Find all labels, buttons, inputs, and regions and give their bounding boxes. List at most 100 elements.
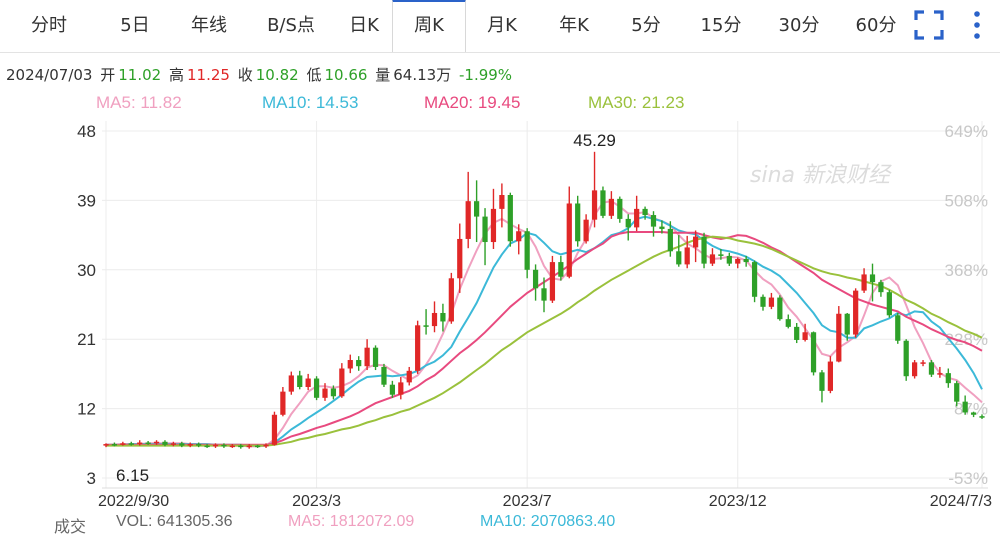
tab-year-line[interactable]: 年线 xyxy=(191,15,227,36)
candle-body xyxy=(381,366,387,385)
tab-daily-k[interactable]: 日K xyxy=(349,15,379,36)
candle-body xyxy=(507,195,513,242)
high-value: 11.25 xyxy=(187,66,230,84)
candle-up xyxy=(103,443,109,448)
candle-body xyxy=(709,254,716,264)
ma-legend: MA5: 11.82 MA10: 14.53 MA20: 19.45 MA30:… xyxy=(0,93,1000,117)
candle-down xyxy=(701,232,707,269)
candle-up xyxy=(684,235,690,269)
candle-down xyxy=(617,196,623,223)
candle-body xyxy=(111,444,118,446)
change-percent: -1.99% xyxy=(459,66,513,84)
ma20-legend: MA20: 19.45 xyxy=(424,93,521,112)
tab-15min[interactable]: 15分 xyxy=(700,15,742,36)
candle-body xyxy=(179,443,185,446)
candle-down xyxy=(777,295,783,321)
candle-body xyxy=(768,297,775,307)
candle-up xyxy=(339,363,345,398)
max-price-label: 45.29 xyxy=(573,131,616,150)
candle-body xyxy=(153,441,160,444)
tab-weekly-k[interactable]: 周K xyxy=(392,0,466,52)
candle-down xyxy=(381,363,387,388)
candle-body xyxy=(212,444,219,447)
candle-body xyxy=(431,312,438,327)
open-value: 11.02 xyxy=(118,66,162,84)
candle-down xyxy=(962,395,968,415)
candle-body xyxy=(718,254,724,256)
candle-down xyxy=(869,263,876,302)
candle-body xyxy=(836,313,842,362)
candle-body xyxy=(406,370,412,383)
candle-body xyxy=(735,259,741,264)
more-vertical-icon[interactable] xyxy=(960,8,994,42)
tab-bs-points[interactable]: B/S点 xyxy=(267,15,315,36)
moving-average-lines xyxy=(105,200,983,448)
tab-timeshare[interactable]: 分时 xyxy=(31,15,67,36)
candle-down xyxy=(558,255,564,281)
candle-down xyxy=(625,214,631,241)
candle-body xyxy=(819,372,825,391)
candle-body xyxy=(928,362,935,375)
candle-down xyxy=(255,444,261,448)
candle-body xyxy=(372,347,379,367)
percent-tick-label: 508% xyxy=(945,191,988,210)
candle-down xyxy=(878,279,884,297)
candle-body xyxy=(794,326,800,340)
tab-5min[interactable]: 5分 xyxy=(631,15,661,36)
candle-up xyxy=(608,191,614,219)
candle-body xyxy=(608,198,614,216)
candle-body xyxy=(970,412,977,415)
candle-body xyxy=(878,282,884,293)
candle-up xyxy=(271,411,278,446)
candle-down xyxy=(650,211,657,237)
vol-value: VOL: 641305.36 xyxy=(116,513,233,530)
candle-down xyxy=(928,360,935,377)
candle-body xyxy=(650,215,657,227)
tab-monthly-k[interactable]: 月K xyxy=(487,15,517,36)
candle-down xyxy=(532,264,539,301)
candle-up xyxy=(263,443,269,448)
candle-body xyxy=(979,416,985,418)
candle-up xyxy=(347,354,353,374)
candle-body xyxy=(415,325,421,371)
candle-up xyxy=(120,441,126,446)
candle-body xyxy=(549,262,556,301)
tab-30min[interactable]: 30分 xyxy=(778,15,820,36)
candle-body xyxy=(869,274,876,283)
ma10-line xyxy=(106,215,983,447)
candle-body xyxy=(886,292,892,316)
low-value: 10.66 xyxy=(324,66,368,84)
tab-5day[interactable]: 5日 xyxy=(120,15,150,36)
tab-60min[interactable]: 60分 xyxy=(855,15,897,36)
high-label: 高 xyxy=(169,66,185,84)
candle-up xyxy=(490,188,497,249)
candle-body xyxy=(322,388,328,398)
candle-body xyxy=(465,201,471,239)
candle-body xyxy=(591,190,598,220)
candle-up xyxy=(802,323,808,342)
volume-footer-label: 成交 xyxy=(54,519,87,536)
candle-up xyxy=(398,376,404,400)
candle-down xyxy=(179,441,185,448)
candle-body xyxy=(903,340,909,377)
candle-body xyxy=(642,208,648,216)
candle-body xyxy=(751,262,758,297)
candle-body xyxy=(187,444,193,446)
candlesticks xyxy=(103,151,985,449)
fullscreen-icon[interactable] xyxy=(912,8,946,42)
tab-yearly-k[interactable]: 年K xyxy=(559,15,589,36)
candle-body xyxy=(810,332,817,373)
x-tick-label: 2024/7/3 xyxy=(930,493,992,510)
candle-up xyxy=(448,272,454,324)
candle-body xyxy=(280,391,286,415)
candle-down xyxy=(297,370,303,390)
candle-down xyxy=(111,442,118,447)
candle-body xyxy=(162,441,168,445)
candle-down xyxy=(541,277,547,313)
candle-body xyxy=(255,445,261,448)
y-tick-label: 30 xyxy=(77,261,96,280)
ma5-legend: MA5: 11.82 xyxy=(96,93,182,112)
x-tick-label: 2023/12 xyxy=(709,493,767,510)
candle-body xyxy=(356,360,362,367)
